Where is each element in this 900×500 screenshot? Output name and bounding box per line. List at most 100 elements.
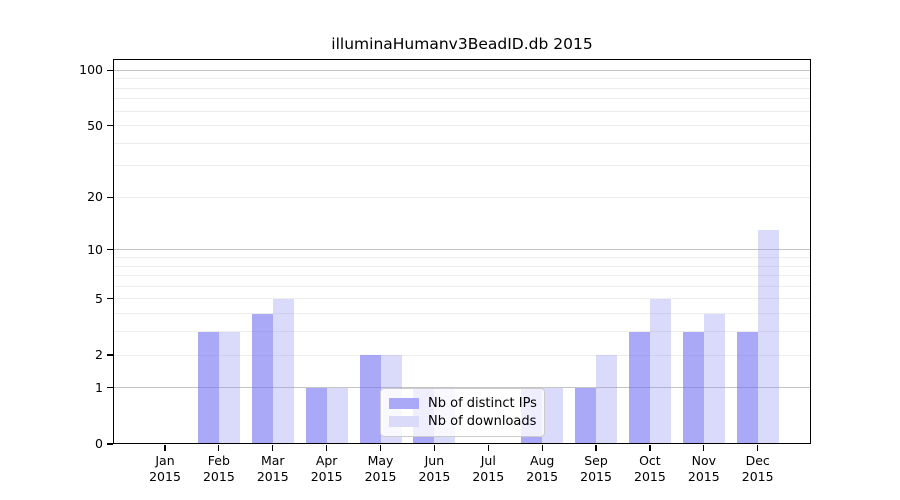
bar-downloads-feb [218, 331, 240, 444]
x-tick-year: 2015 [418, 469, 451, 484]
x-tick-mark [703, 445, 705, 451]
y-tick-mark [107, 69, 113, 71]
bar-distinct-ips-sep [575, 387, 597, 444]
y-tick-mark [107, 196, 113, 198]
x-tick-mark [649, 445, 651, 451]
x-tick-month: Sep [584, 453, 608, 468]
legend-swatch-downloads [389, 416, 419, 427]
x-tick-year: 2015 [741, 469, 774, 484]
bar-distinct-ips-apr [305, 387, 327, 444]
minor-gridline [113, 313, 811, 315]
minor-gridline [113, 110, 811, 112]
y-tick-label: 20 [87, 189, 103, 205]
x-tick-mark [595, 445, 597, 451]
y-tick-mark [107, 354, 113, 356]
x-tick-mark [487, 445, 489, 451]
y-tick-label: 10 [87, 241, 103, 257]
x-tick-mark [757, 445, 759, 451]
x-tick-label-dec: Dec 2015 [730, 453, 786, 485]
minor-gridline [113, 256, 811, 258]
x-tick-label-nov: Nov 2015 [676, 453, 732, 485]
bar-downloads-sep [596, 355, 618, 444]
minor-gridline [113, 354, 811, 356]
x-tick-month: Mar [260, 453, 285, 468]
x-tick-label-may: May 2015 [353, 453, 409, 485]
x-tick-label-sep: Sep 2015 [568, 453, 624, 485]
bar-distinct-ips-nov [682, 331, 704, 444]
bar-downloads-dec [757, 230, 779, 444]
bar-distinct-ips-oct [628, 331, 650, 444]
x-tick-month: Jul [480, 453, 496, 468]
minor-gridline [113, 87, 811, 89]
x-tick-label-oct: Oct 2015 [622, 453, 678, 485]
legend-item-downloads: Nb of downloads [389, 413, 536, 431]
y-tick-mark [107, 124, 113, 127]
x-tick-month: May [367, 453, 394, 468]
legend-label-downloads: Nb of downloads [428, 414, 537, 429]
bar-downloads-mar [272, 298, 294, 444]
major-gridline [113, 69, 811, 71]
x-tick-year: 2015 [310, 469, 343, 484]
x-tick-label-jan: Jan 2015 [137, 453, 193, 485]
x-tick-year: 2015 [149, 469, 181, 484]
minor-gridline [113, 125, 811, 127]
x-tick-month: Jan [155, 453, 175, 468]
x-tick-year: 2015 [364, 469, 397, 484]
x-tick-label-apr: Apr 2015 [299, 453, 355, 485]
legend: Nb of distinct IPs Nb of downloads [380, 388, 545, 437]
x-tick-month: Nov [691, 453, 716, 468]
minor-gridline [113, 98, 811, 100]
minor-gridline [113, 275, 811, 277]
x-tick-month: Jun [424, 453, 445, 468]
bar-distinct-ips-dec [736, 331, 758, 444]
bar-downloads-oct [649, 298, 671, 444]
major-gridline [113, 387, 811, 389]
major-gridline [113, 249, 811, 251]
x-tick-label-aug: Aug 2015 [514, 453, 570, 485]
minor-gridline [113, 265, 811, 267]
x-tick-month: Feb [207, 453, 230, 468]
x-tick-year: 2015 [687, 469, 720, 484]
minor-gridline [113, 78, 811, 80]
legend-label-distinct-ips: Nb of distinct IPs [428, 396, 537, 411]
x-tick-mark [218, 445, 220, 451]
legend-swatch-distinct-ips [389, 398, 419, 409]
y-tick-mark [107, 249, 113, 251]
bar-downloads-apr [326, 387, 348, 444]
minor-gridline [113, 142, 811, 144]
x-tick-year: 2015 [472, 469, 505, 484]
x-tick-label-feb: Feb 2015 [191, 453, 247, 485]
x-tick-month: Aug [529, 453, 555, 468]
x-tick-label-mar: Mar 2015 [245, 453, 301, 485]
x-tick-mark [164, 445, 166, 451]
x-tick-mark [379, 445, 382, 451]
y-tick-mark [107, 443, 113, 445]
x-tick-month: Dec [745, 453, 770, 468]
bar-downloads-aug [542, 387, 564, 444]
x-tick-year: 2015 [580, 469, 612, 484]
minor-gridline [113, 165, 811, 167]
x-tick-year: 2015 [256, 469, 289, 484]
bar-distinct-ips-mar [251, 313, 273, 444]
y-tick-label: 2 [95, 347, 103, 362]
x-tick-year: 2015 [202, 469, 235, 484]
x-tick-mark [541, 445, 543, 451]
y-tick-mark [107, 298, 113, 300]
x-tick-mark [326, 445, 328, 451]
minor-gridline [113, 298, 811, 300]
chart-title: illuminaHumanv3BeadID.db 2015 [331, 35, 593, 53]
x-tick-year: 2015 [634, 469, 666, 484]
minor-gridline [113, 196, 811, 198]
x-tick-label-jun: Jun 2015 [406, 453, 462, 485]
legend-item-distinct-ips: Nb of distinct IPs [389, 395, 537, 413]
x-tick-mark [272, 445, 274, 451]
x-tick-label-jul: Jul 2015 [460, 453, 516, 485]
x-tick-year: 2015 [526, 469, 559, 484]
y-tick-label: 5 [95, 290, 103, 306]
y-tick-label: 1 [95, 379, 103, 395]
minor-gridline [113, 285, 811, 287]
x-tick-month: Oct [639, 453, 661, 468]
x-tick-month: Apr [315, 453, 338, 468]
y-tick-label: 100 [79, 62, 103, 78]
